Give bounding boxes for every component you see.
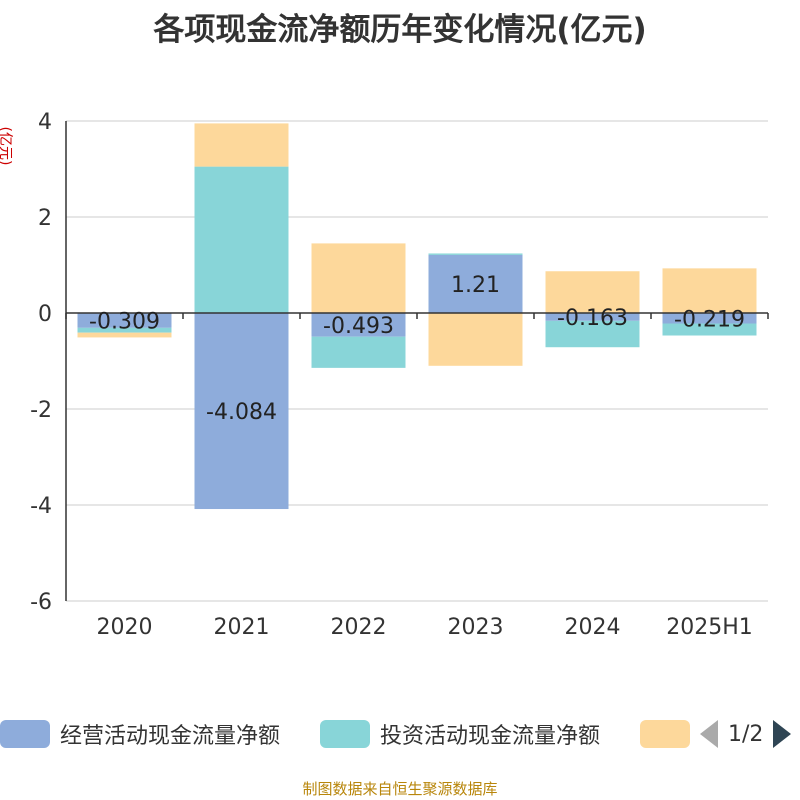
chart-title: 各项现金流净额历年变化情况(亿元) [153, 12, 647, 48]
bar-series2-2021 [194, 123, 289, 167]
bar-series0-2021 [194, 313, 289, 510]
legend-item-financing[interactable] [640, 719, 690, 749]
y-tick-label: -6 [30, 590, 52, 615]
legend-page-indicator: 1/2 [728, 721, 764, 747]
legend: 经营活动现金流量净额 投资活动现金流量净额 1/2 [0, 715, 800, 755]
bar-series0-2025H1 [662, 313, 757, 324]
legend-next-page-icon[interactable] [773, 720, 792, 748]
bar-series0-2020 [77, 313, 172, 328]
bar-series2-2024 [545, 271, 640, 313]
legend-label-operating: 经营活动现金流量净额 [60, 724, 281, 749]
legend-label-investing: 投资活动现金流量净额 [380, 724, 601, 749]
bar-series2-2022 [311, 243, 406, 313]
y-tick-label: 0 [38, 302, 52, 327]
bar-series0-2023 [428, 254, 523, 313]
legend-swatch-financing [640, 720, 690, 748]
y-tick-label: 4 [38, 110, 52, 135]
bar-series2-2020 [77, 332, 172, 338]
bar-series1-2025H1 [662, 323, 757, 336]
bar-series1-2024 [545, 320, 640, 348]
x-tick-label: 2023 [448, 615, 504, 640]
bar-series0-2022 [311, 313, 406, 337]
x-tick-label: 2020 [97, 615, 153, 640]
data-label-2024: -0.163 [557, 306, 628, 331]
bar-series1-2020 [77, 327, 172, 333]
bar-series2-2025H1 [662, 268, 757, 313]
data-source-footer: 制图数据来自恒生聚源数据库 [302, 780, 498, 798]
legend-prev-page-icon[interactable] [700, 720, 718, 748]
bar-series1-2021 [194, 166, 289, 313]
legend-swatch-investing [320, 720, 370, 748]
data-label-2021: -4.084 [206, 400, 277, 425]
legend-item-operating[interactable]: 经营活动现金流量净额 [0, 719, 280, 749]
bar-series2-2023 [428, 313, 523, 366]
data-label-2023: 1.21 [451, 273, 500, 298]
legend-item-investing[interactable]: 投资活动现金流量净额 [320, 719, 600, 749]
x-tick-label: 2021 [214, 615, 270, 640]
bar-series1-2023 [428, 253, 523, 255]
y-tick-label: -2 [30, 398, 52, 423]
x-tick-label: 2022 [331, 615, 387, 640]
data-label-2022: -0.493 [323, 314, 394, 339]
bar-series1-2022 [311, 336, 406, 368]
legend-swatch-operating [0, 720, 50, 748]
bar-chart: 4 2 0 -2 -4 -6 -0.309 -4.084 -0.493 1.21 -0.163 -0.… [30, 110, 769, 640]
y-tick-label: -4 [30, 494, 52, 519]
bar-series0-2024 [545, 313, 640, 321]
y-tick-label: 2 [38, 206, 52, 231]
x-tick-label: 2024 [565, 615, 621, 640]
x-tick-label: 2025H1 [666, 615, 753, 640]
data-label-2020: -0.309 [89, 309, 160, 334]
data-label-2025H1: -0.219 [674, 307, 745, 332]
legend-pager: 1/2 [700, 719, 792, 749]
